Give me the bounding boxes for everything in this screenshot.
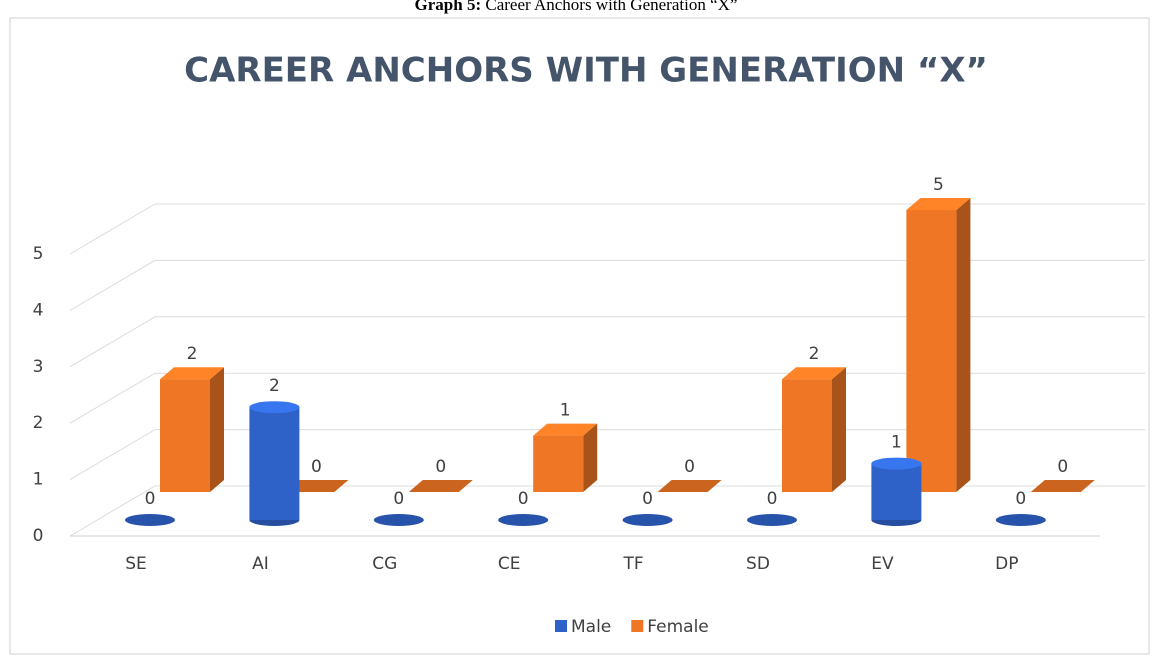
bar-top	[160, 367, 224, 380]
y-tick-label: 4	[33, 300, 44, 320]
bar-top	[249, 401, 300, 414]
grid-line	[69, 485, 1145, 537]
value-label: 5	[933, 175, 944, 195]
grid-line	[69, 429, 1145, 481]
bar-side	[210, 367, 224, 492]
bar	[657, 480, 722, 492]
legend-label: Male	[571, 617, 611, 637]
bar	[408, 480, 473, 492]
value-label: 1	[891, 433, 902, 453]
grid-line	[69, 372, 1145, 424]
value-label: 0	[393, 489, 404, 509]
x-tick-label: AI	[252, 554, 269, 574]
x-tick-label: CG	[372, 554, 397, 574]
value-label: 2	[187, 344, 198, 364]
chart-title: CAREER ANCHORS WITH GENERATION “X”	[184, 51, 988, 91]
bar	[498, 514, 549, 526]
value-label: 2	[809, 344, 820, 364]
bar-top	[782, 367, 846, 380]
bar	[1030, 480, 1095, 492]
y-tick-label: 3	[33, 357, 44, 377]
value-label: 0	[518, 489, 529, 509]
value-label: 0	[684, 457, 695, 477]
grid-line	[69, 203, 1145, 255]
bar	[871, 463, 922, 520]
legend-swatch	[555, 620, 567, 632]
bar	[533, 435, 584, 492]
value-label: 0	[1057, 457, 1068, 477]
bar	[160, 379, 210, 492]
value-label: 0	[145, 489, 156, 509]
y-tick-label: 0	[33, 526, 44, 546]
y-tick-label: 5	[33, 244, 44, 264]
bar-side	[583, 423, 598, 492]
value-label: 1	[560, 401, 571, 421]
caption-label: Graph 5:	[415, 0, 482, 14]
caption: Graph 5: Career Anchors with Generation …	[415, 0, 738, 14]
value-label: 0	[311, 457, 322, 477]
grid-line	[69, 316, 1145, 368]
value-label: 0	[435, 457, 446, 477]
legend-label: Female	[647, 617, 708, 637]
bar	[782, 379, 832, 492]
caption-text: Career Anchors with Generation “X”	[485, 0, 737, 14]
y-tick-label: 1	[33, 470, 44, 490]
bar-side	[832, 367, 846, 492]
legend-swatch	[631, 620, 644, 632]
x-tick-label: EV	[871, 554, 894, 574]
value-label: 0	[767, 489, 778, 509]
bar	[995, 514, 1046, 526]
grid-line	[69, 259, 1145, 311]
value-label: 2	[269, 376, 280, 396]
x-tick-label: TF	[623, 554, 644, 574]
bar-top	[871, 457, 922, 470]
chart-border	[9, 17, 1150, 655]
bar-top	[906, 198, 971, 210]
bar	[249, 407, 300, 520]
value-label: 0	[1015, 489, 1026, 509]
value-label: 0	[642, 489, 653, 509]
x-tick-label: CE	[498, 554, 521, 574]
bar	[373, 514, 424, 526]
bar	[906, 210, 957, 492]
bar	[622, 514, 673, 526]
bar-top	[533, 423, 598, 436]
y-tick-label: 2	[33, 413, 44, 433]
bar	[284, 480, 349, 492]
x-tick-label: DP	[995, 554, 1018, 574]
x-tick-label: SD	[746, 554, 770, 574]
x-tick-label: SE	[125, 554, 147, 574]
bar	[125, 514, 175, 526]
bar	[747, 514, 797, 526]
bar-side	[956, 198, 971, 492]
